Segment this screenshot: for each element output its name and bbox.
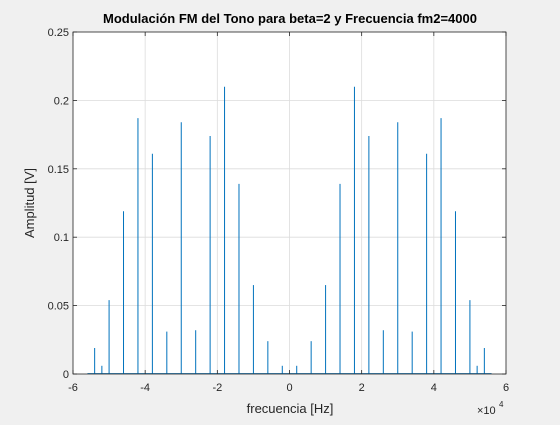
x-tick-label: 4 xyxy=(431,382,437,394)
x-exponent-power: 4 xyxy=(499,400,504,409)
x-tick-label: -4 xyxy=(140,382,150,394)
y-tick-label: 0.05 xyxy=(48,301,69,313)
y-axis: 0 0.05 0.1 0.15 0.2 0.25 xyxy=(48,27,506,381)
x-tick-label: -2 xyxy=(212,382,222,394)
x-tick-label: 6 xyxy=(503,382,509,394)
x-axis-label: frecuencia [Hz] xyxy=(247,401,334,416)
x-tick-label: -6 xyxy=(68,382,78,394)
x-exponent-base: ×10 xyxy=(477,405,496,417)
y-tick-label: 0 xyxy=(63,369,69,381)
x-tick-label: 0 xyxy=(286,382,292,394)
data-series xyxy=(87,86,492,374)
y-tick-label: 0.2 xyxy=(54,95,69,107)
x-axis: -6 -4 -2 0 2 4 6 xyxy=(68,32,509,394)
y-tick-label: 0.25 xyxy=(48,27,69,39)
chart-title: Modulación FM del Tono para beta=2 y Fre… xyxy=(103,11,477,26)
y-axis-label: Amplitud [V] xyxy=(22,168,37,238)
x-tick-label: 2 xyxy=(359,382,365,394)
y-tick-label: 0.15 xyxy=(48,164,69,176)
y-tick-label: 0.1 xyxy=(54,232,69,244)
